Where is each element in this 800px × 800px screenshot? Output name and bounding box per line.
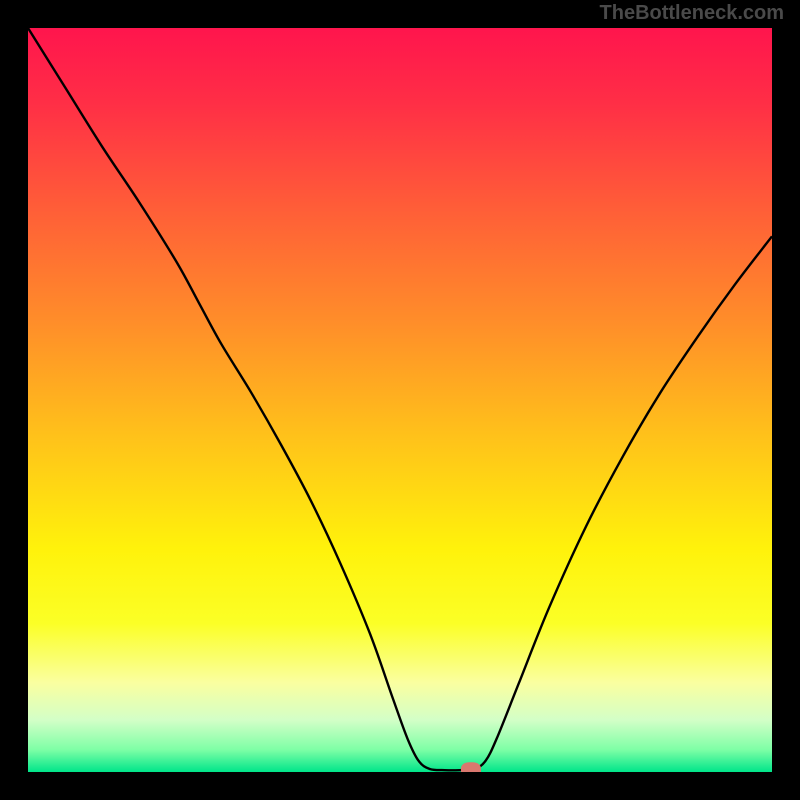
curve-path bbox=[28, 28, 772, 770]
optimal-point-marker bbox=[461, 762, 481, 772]
chart-plot-area bbox=[28, 28, 772, 772]
bottleneck-curve bbox=[28, 28, 772, 772]
watermark-text: TheBottleneck.com bbox=[600, 2, 784, 25]
